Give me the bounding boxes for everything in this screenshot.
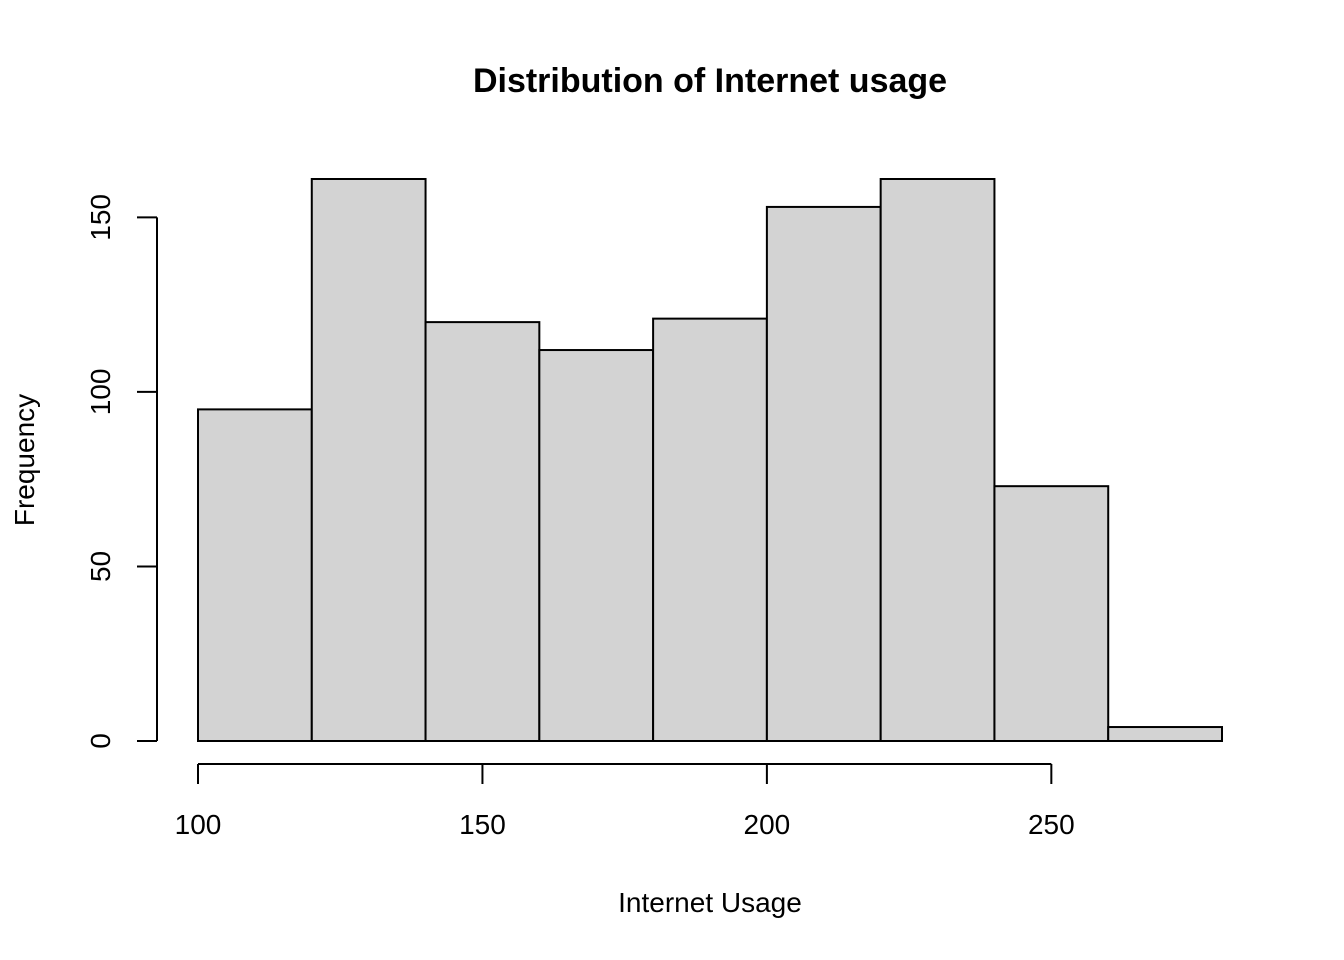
histogram-bars [197, 178, 1223, 743]
y-axis: 0 50 100 150 [85, 194, 158, 749]
histogram-bar [197, 408, 313, 742]
histogram-bar [765, 205, 882, 742]
x-axis: 100 150 200 250 [175, 763, 1075, 840]
y-axis-tick-label: 50 [85, 551, 116, 582]
y-axis-tick-label: 0 [85, 733, 116, 749]
x-axis-tick-label: 200 [744, 809, 791, 840]
x-axis-label: Internet Usage [618, 887, 802, 918]
x-axis-tick-label: 150 [459, 809, 506, 840]
histogram-bar [1107, 726, 1223, 743]
histogram-bar [538, 349, 655, 742]
chart-title: Distribution of Internet usage [473, 62, 947, 100]
y-axis-label: Frequency [9, 394, 40, 526]
histogram-bar [652, 317, 768, 742]
histogram-bar [310, 178, 427, 742]
x-axis-tick-label: 250 [1028, 809, 1075, 840]
y-axis-tick-label: 150 [85, 194, 116, 241]
histogram-bar [424, 321, 541, 742]
histogram-bar [879, 178, 996, 742]
x-axis-tick-label: 100 [175, 809, 222, 840]
y-axis-tick-label: 100 [85, 369, 116, 416]
histogram-bar [993, 485, 1110, 742]
